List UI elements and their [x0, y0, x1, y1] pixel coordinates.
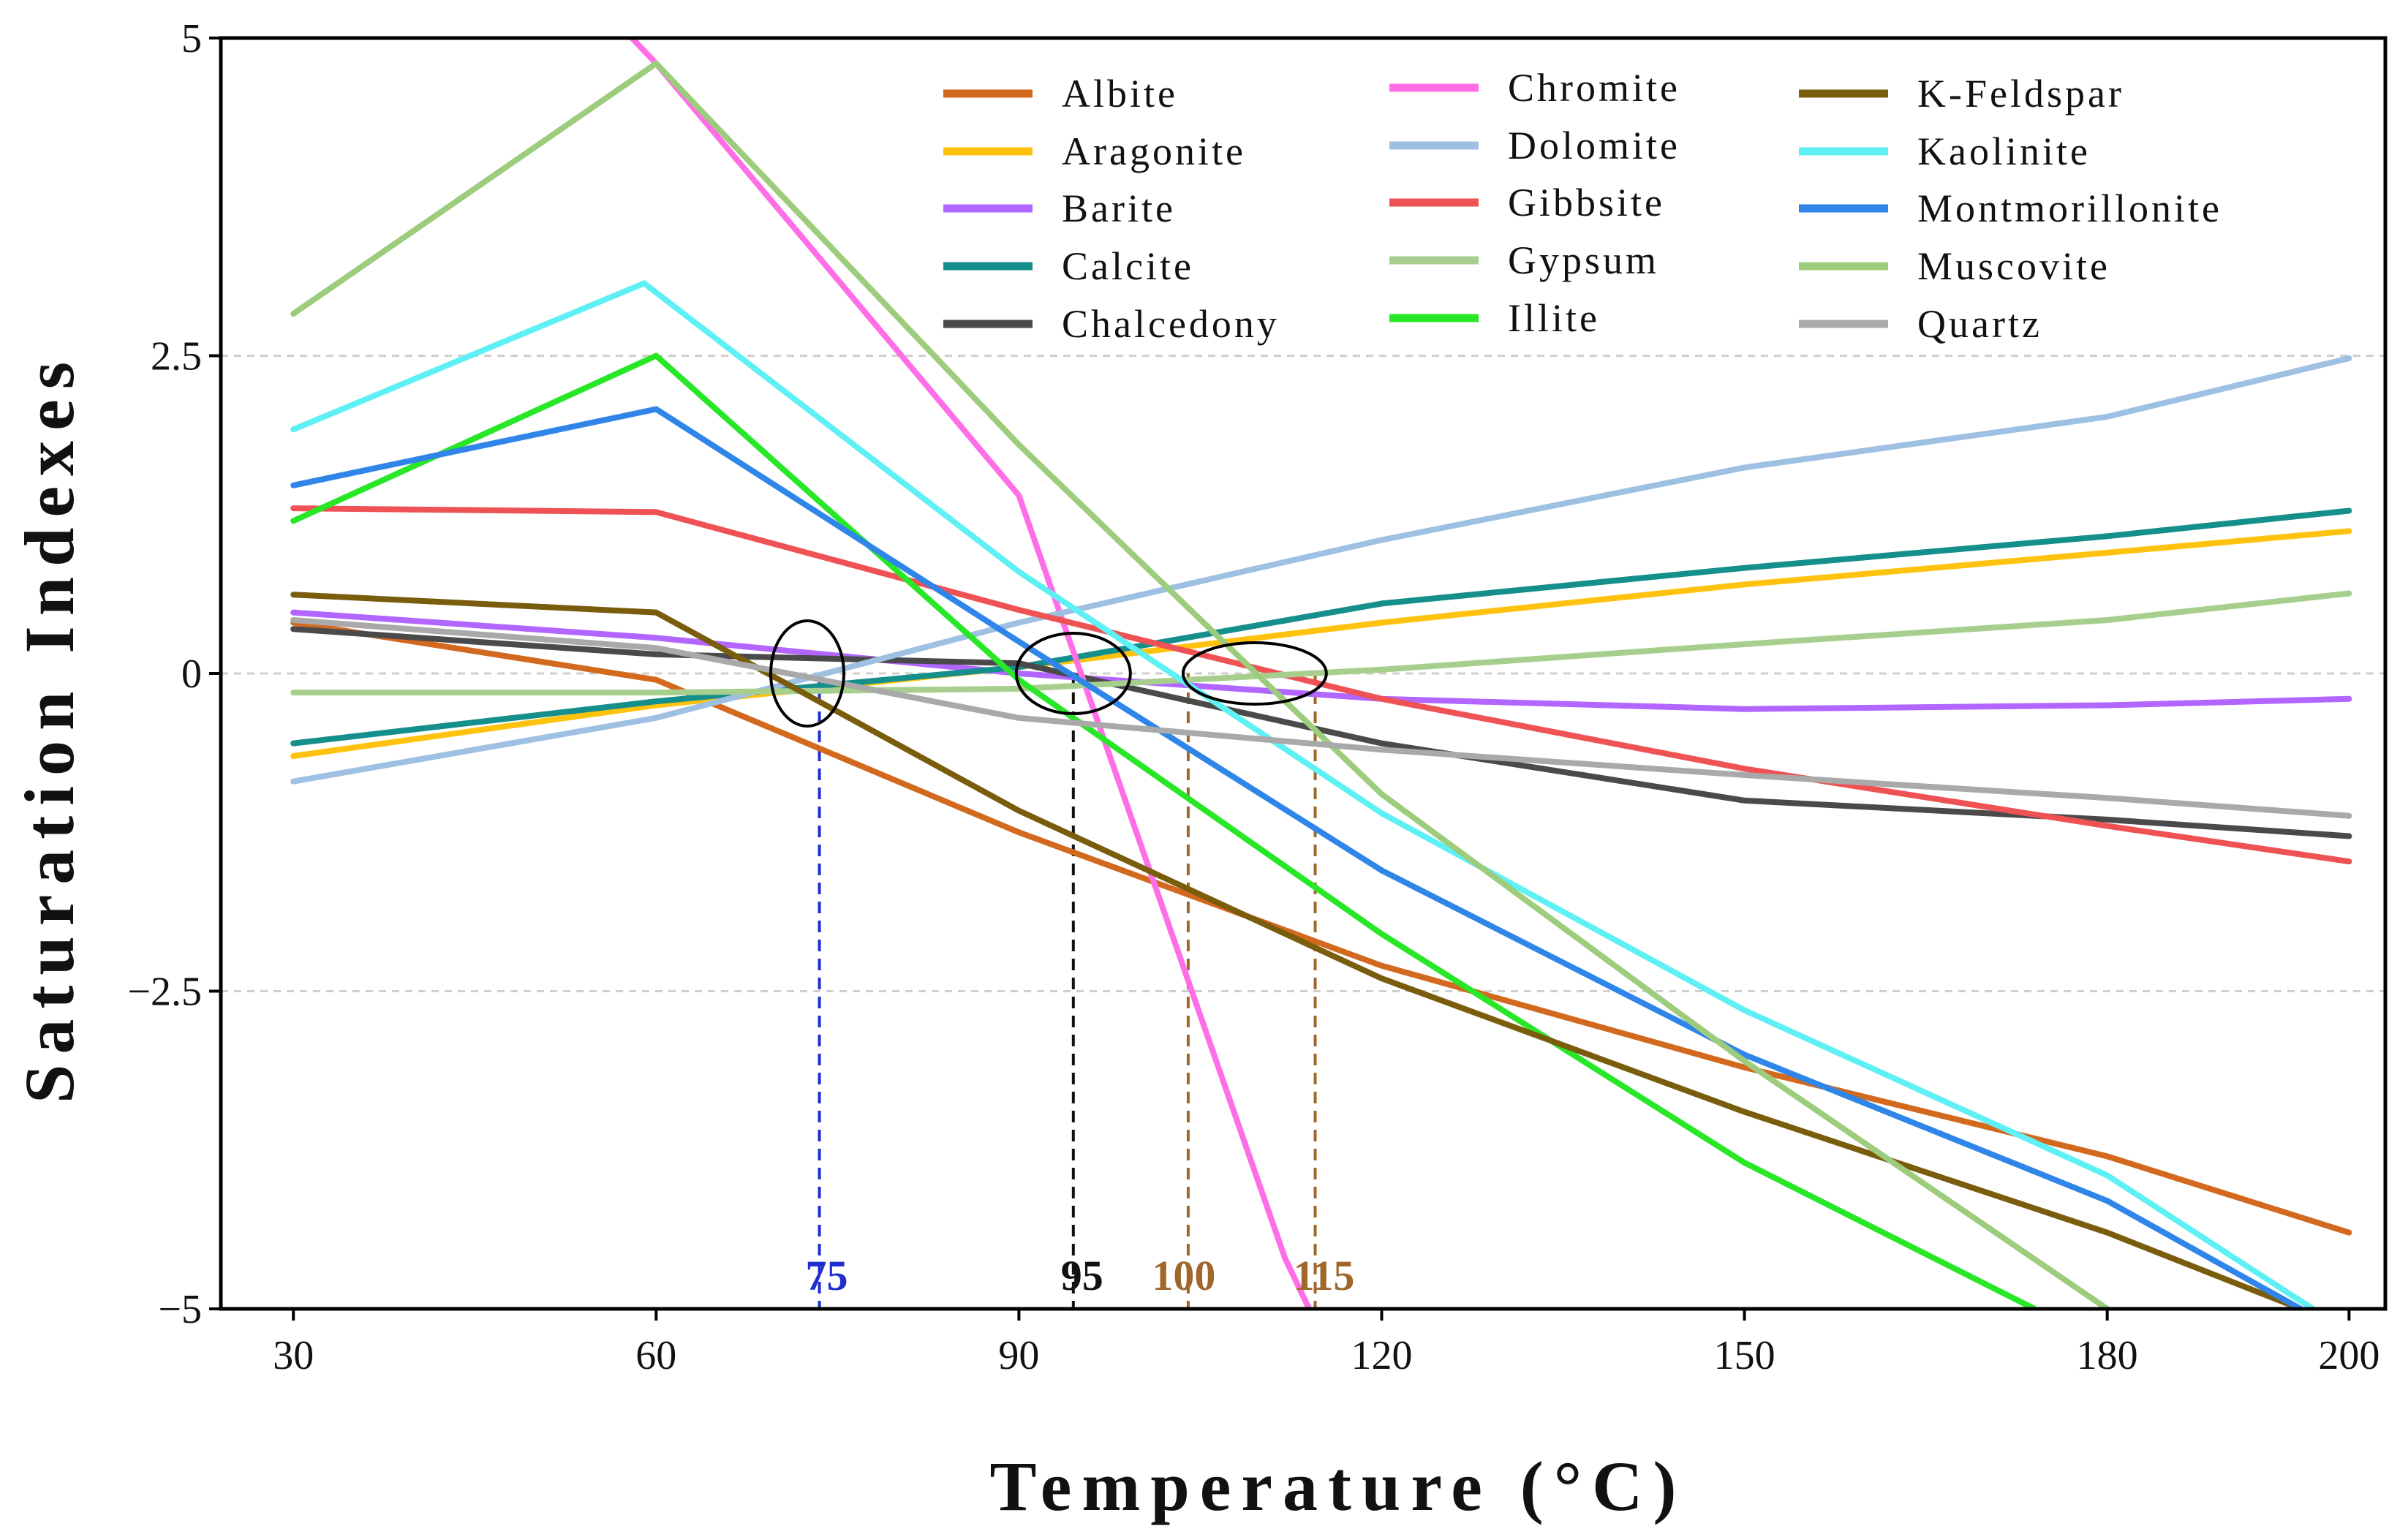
x-axis-ticks: 30 60 90 120 150 180 200	[273, 1309, 2379, 1378]
series-line-k-feldspar	[290, 592, 2304, 1309]
legend-label: Aragonite	[1062, 129, 1246, 173]
legend: Albite Aragonite Barite Calcite Chalcedony Ch…	[943, 66, 2222, 346]
legend-label: Chalcedony	[1062, 302, 1280, 346]
legend-label: Calcite	[1062, 244, 1194, 288]
y-tick-label: 0	[181, 652, 202, 697]
legend-label: Chromite	[1508, 66, 1680, 110]
y-tick-label: 2.5	[151, 334, 202, 379]
x-tick-label: 180	[2077, 1333, 2138, 1378]
series-line-calcite	[290, 507, 2352, 747]
series-line-aragonite	[290, 528, 2352, 759]
x-tick-label: 30	[273, 1333, 314, 1378]
series-line-chromite	[629, 38, 1313, 1309]
series-line-illite	[290, 352, 2038, 1309]
annotation-ellipse	[1181, 641, 1328, 706]
annotation-labels: 75 95 100 115	[806, 1252, 1355, 1299]
legend-label: Albite	[1062, 72, 1178, 116]
legend-label: K-Feldspar	[1917, 72, 2124, 116]
legend-label: Muscovite	[1917, 244, 2110, 288]
series-line-albite	[290, 619, 2352, 1236]
legend-label: Kaolinite	[1917, 129, 2091, 173]
x-tick-label: 120	[1351, 1333, 1412, 1378]
legend-label: Barite	[1062, 186, 1176, 230]
legend-label: Illite	[1508, 296, 1600, 340]
y-tick-label: −2.5	[127, 970, 202, 1015]
y-axis-title: Saturation Indexes	[10, 352, 88, 1103]
legend-label: Quartz	[1917, 302, 2042, 346]
x-tick-label: 90	[998, 1333, 1039, 1378]
temperature-annotations	[818, 673, 1317, 1309]
annotation-label: 95	[1061, 1252, 1103, 1299]
annotation-label: 75	[806, 1252, 848, 1299]
series-line-montmorillonite	[290, 406, 2304, 1309]
x-tick-label: 200	[2318, 1333, 2379, 1378]
legend-label: Dolomite	[1508, 124, 1680, 167]
legend-label: Gypsum	[1508, 238, 1659, 282]
x-axis-title: Temperature (°C)	[990, 1447, 1687, 1525]
series-line-quartz	[290, 617, 2352, 819]
legend-label: Montmorillonite	[1917, 186, 2222, 230]
series-line-gypsum	[290, 590, 2352, 696]
x-tick-label: 150	[1714, 1333, 1775, 1378]
legend-label: Gibbsite	[1508, 181, 1665, 224]
y-axis-ticks: 5 2.5 0 −2.5 −5	[127, 16, 221, 1332]
series-lines	[290, 38, 2352, 1309]
annotation-ellipse	[769, 619, 846, 728]
series-line-kaolinite	[290, 280, 2316, 1309]
series-line-muscovite	[290, 60, 2110, 1309]
annotation-ellipse	[1014, 632, 1132, 715]
x-tick-label: 60	[635, 1333, 676, 1378]
series-line-chalcedony	[290, 626, 2352, 839]
y-tick-label: 5	[181, 16, 202, 61]
annotation-label: 115	[1294, 1252, 1355, 1299]
annotation-label: 100	[1152, 1252, 1215, 1299]
series-line-gibbsite	[290, 505, 2352, 865]
series-line-dolomite	[290, 355, 2352, 785]
y-tick-label: −5	[158, 1287, 202, 1332]
